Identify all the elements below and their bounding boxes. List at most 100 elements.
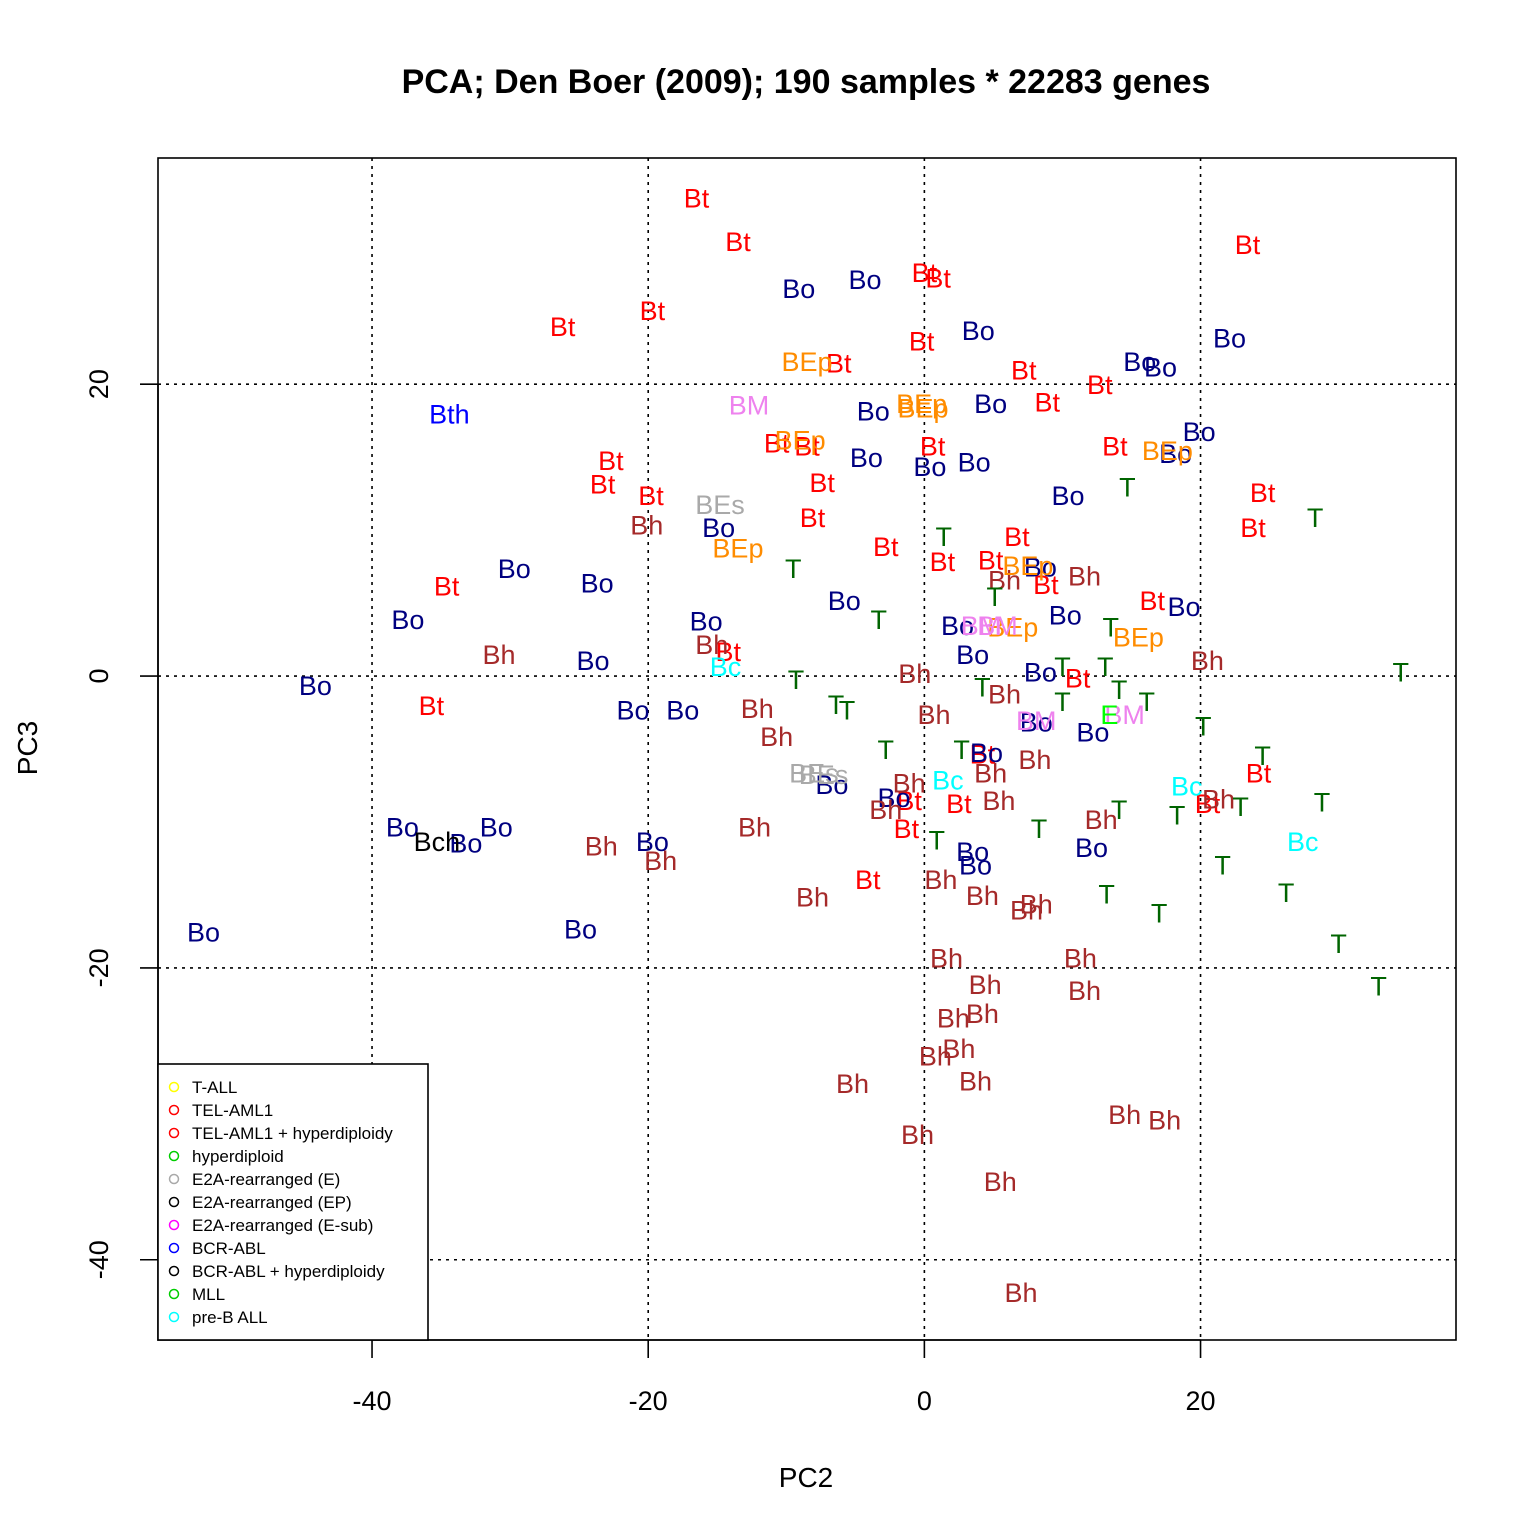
legend-marker (168, 1242, 180, 1254)
point-label: Bt (1139, 586, 1165, 616)
point-label: Bt (638, 481, 664, 511)
point-label: T (953, 735, 970, 765)
point-label: Bo (616, 696, 649, 726)
point-label: T (1393, 658, 1410, 688)
point-label: Bh (919, 1041, 952, 1071)
point-label: Bh (982, 786, 1015, 816)
legend-box (157, 1063, 429, 1341)
point-label: Bh (988, 566, 1021, 596)
point-label: Bo (877, 783, 910, 813)
x-tick-label: 20 (1186, 1386, 1216, 1416)
legend-item-label: E2A-rearranged (E-sub) (192, 1216, 373, 1235)
point-label: Bh (988, 680, 1021, 710)
legend-item-label: E2A-rearranged (E) (192, 1170, 340, 1189)
point-label: Bt (855, 865, 881, 895)
point-label: Bh (930, 944, 963, 974)
x-axis: -40 -20 0 20 (353, 1339, 1216, 1416)
point-label: T (1254, 741, 1271, 771)
point-label: T (1111, 795, 1128, 825)
point-label: BM (1104, 700, 1145, 730)
point-label: Bo (480, 812, 513, 842)
point-label: T (1138, 687, 1155, 717)
point-label: Bo (956, 837, 989, 867)
point-label: T (1098, 879, 1115, 909)
legend-marker (168, 1127, 180, 1139)
point-label: T (1054, 687, 1071, 717)
point-label: Bo (1020, 707, 1053, 737)
point-label: Bh (966, 999, 999, 1029)
point-label: Bc (1287, 827, 1319, 857)
point-label: Bt (920, 431, 946, 461)
point-label: Bo (1049, 601, 1082, 631)
point-label: BEp (775, 426, 826, 456)
point-label: Bth (429, 399, 470, 429)
point-label: Bh (942, 1034, 975, 1064)
legend-marker (168, 1311, 180, 1323)
point-label: T (785, 554, 802, 584)
point-label: T (1330, 929, 1347, 959)
point-label: Bo (299, 671, 332, 701)
point-label: BEp (896, 389, 947, 419)
legend-item-label: T-ALL (192, 1078, 237, 1097)
legend-item-label: hyperdiploid (192, 1147, 284, 1166)
point-label: Bh (1202, 785, 1235, 815)
point-label: Bt (912, 258, 938, 288)
point-label: Bh (966, 881, 999, 911)
point-label: Bo (959, 850, 992, 880)
point-label: Bo (941, 611, 974, 641)
point-label: Bo (857, 396, 890, 426)
point-label: T (1111, 675, 1128, 705)
point-label: Bh (1068, 561, 1101, 591)
point-label: Bt (1035, 388, 1061, 418)
point-label: Bo (1183, 417, 1216, 447)
point-label: BEp (1142, 436, 1193, 466)
point-label: Bo (576, 646, 609, 676)
point-label: T (1119, 472, 1136, 502)
y-tick-label: 0 (84, 669, 114, 684)
point-label: Bh (836, 1069, 869, 1099)
point-label: Bo (848, 265, 881, 295)
point-label: Bt (684, 183, 710, 213)
point-label: Bo (1024, 553, 1057, 583)
point-label: Bt (590, 469, 616, 499)
point-label: Bt (1004, 522, 1030, 552)
point-label: BEp (712, 534, 763, 564)
point-label: T (1054, 652, 1071, 682)
point-label: Bh (1010, 896, 1043, 926)
point-label: Bh (869, 795, 902, 825)
point-label: BM (729, 391, 770, 421)
point-label: T (987, 582, 1004, 612)
point-label: Bo (581, 569, 614, 599)
point-label: BEp (987, 612, 1038, 642)
point-label: BEp (781, 347, 832, 377)
point-label: Bt (1102, 431, 1128, 461)
point-label: T (1370, 971, 1387, 1001)
point-label: Bt (1240, 513, 1266, 543)
point-label: T (839, 696, 856, 726)
point-label: Bo (187, 917, 220, 947)
point-label: Bh (738, 812, 771, 842)
legend-marker (168, 1150, 180, 1162)
legend-item-label: BCR-ABL (192, 1239, 266, 1258)
point-label: Bt (809, 468, 835, 498)
point-label: T (1307, 503, 1324, 533)
point-label: Bt (930, 547, 956, 577)
legend-marker (168, 1219, 180, 1231)
point-label: Bh (1018, 745, 1051, 775)
point-label: Bh (901, 1120, 934, 1150)
point-label: Bc (1171, 771, 1203, 801)
point-label: Bo (386, 812, 419, 842)
legend-marker (168, 1288, 180, 1300)
point-label: Bo (974, 389, 1007, 419)
point-label: T (1278, 878, 1295, 908)
point-label: Bo (815, 770, 848, 800)
point-label: BEp (1002, 551, 1053, 581)
x-axis-label: PC2 (779, 1462, 833, 1493)
point-label: Bo (958, 448, 991, 478)
point-label: Bt (970, 739, 996, 769)
point-label: Bt (873, 532, 899, 562)
point-label: Bo (1167, 592, 1200, 622)
point-label: Bh (893, 769, 926, 799)
